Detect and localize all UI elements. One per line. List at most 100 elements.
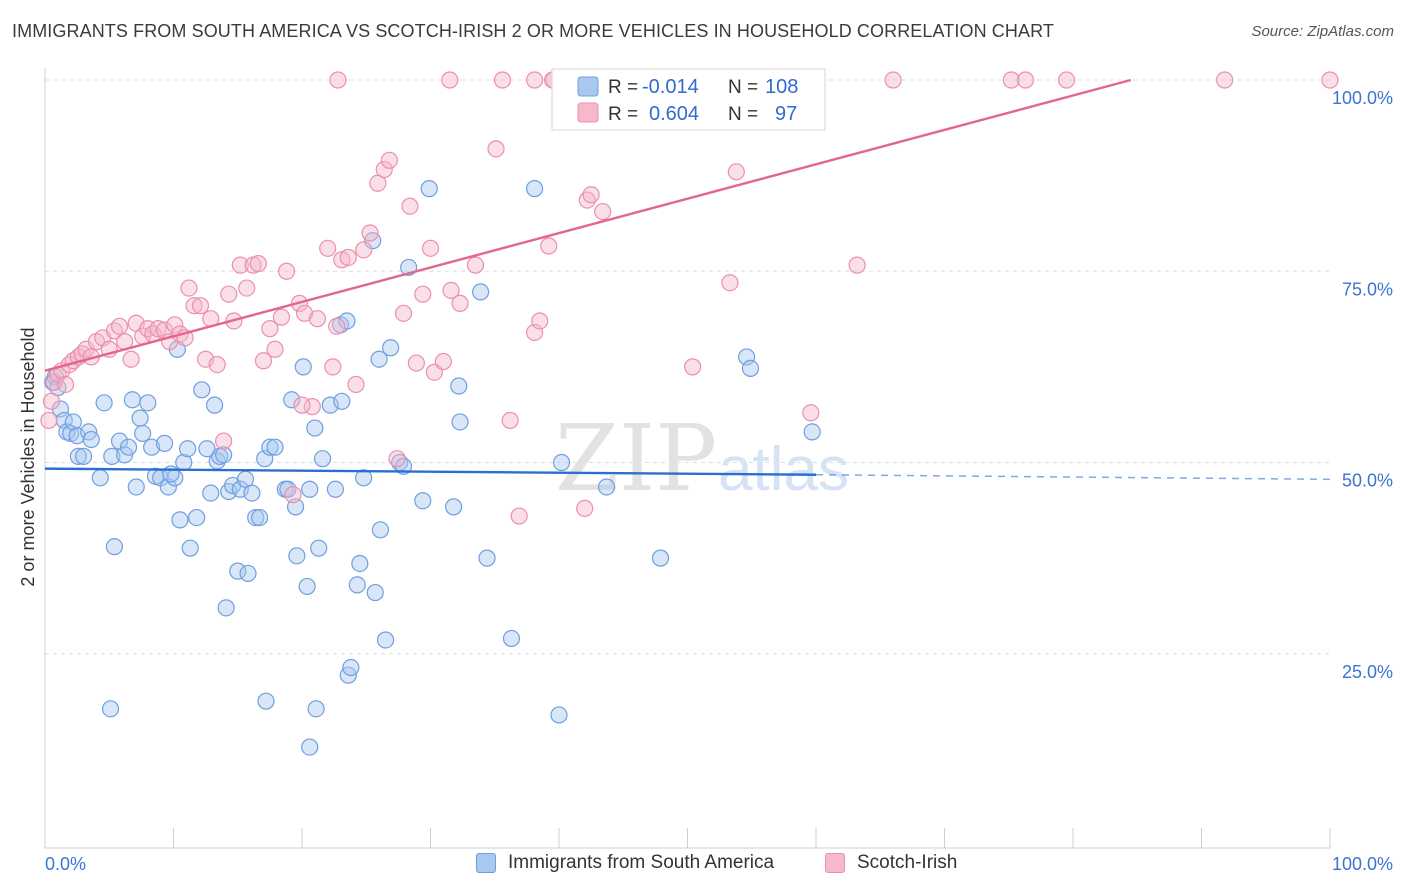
point-scotch-irish-94 xyxy=(1057,71,1076,89)
point-scotch-irish-104 xyxy=(293,396,311,414)
point-immigrants-91 xyxy=(472,283,490,301)
point-immigrants-96 xyxy=(552,453,571,472)
point-immigrants-100 xyxy=(741,359,760,378)
point-scotch-irish-97 xyxy=(329,71,347,89)
legend-item-immigrants[interactable]: Immigrants from South America xyxy=(476,852,774,874)
legend-label-scotch-irish: Scotch-Irish xyxy=(857,852,958,873)
point-scotch-irish-47 xyxy=(284,486,302,504)
legend-top: R = -0.014 N = 108 R = 0.604 N = 97 xyxy=(551,68,826,131)
point-scotch-irish-86 xyxy=(721,274,739,292)
point-immigrants-37 xyxy=(193,381,211,399)
y-tick-label-0: 25.0% xyxy=(1342,662,1393,682)
point-scotch-irish-59 xyxy=(361,224,379,242)
trend-line-immigrants xyxy=(44,467,817,476)
point-immigrants-36 xyxy=(188,508,206,527)
point-scotch-irish-96 xyxy=(1321,71,1339,89)
point-immigrants-53 xyxy=(250,508,269,527)
y-tick-label-2: 75.0% xyxy=(1342,279,1393,299)
point-scotch-irish-95 xyxy=(1216,71,1234,89)
x-tick-label-0: 0.0% xyxy=(45,854,86,874)
point-immigrants-107 xyxy=(162,465,180,483)
point-scotch-irish-98 xyxy=(441,71,459,89)
point-scotch-irish-31 xyxy=(191,297,210,315)
point-immigrants-104 xyxy=(257,692,275,710)
point-scotch-irish-82 xyxy=(594,202,612,221)
point-scotch-irish-72 xyxy=(466,256,485,274)
legend-r-value-blue: -0.014 xyxy=(642,76,699,98)
point-scotch-irish-39 xyxy=(238,279,256,297)
source-credit: Source: ZipAtlas.com xyxy=(1251,23,1394,40)
point-immigrants-90 xyxy=(451,413,469,431)
legend-r-value-pink: 0.604 xyxy=(649,103,699,125)
legend-r-label-blue: R = xyxy=(608,77,638,98)
point-immigrants-43 xyxy=(215,446,233,464)
point-scotch-irish-87 xyxy=(727,163,745,181)
point-scotch-irish-35 xyxy=(215,432,233,450)
point-immigrants-7 xyxy=(64,413,82,431)
point-scotch-irish-85 xyxy=(684,358,702,376)
point-immigrants-51 xyxy=(243,484,261,502)
point-immigrants-22 xyxy=(131,409,149,427)
point-immigrants-56 xyxy=(266,438,284,456)
point-immigrants-52 xyxy=(247,508,265,527)
point-immigrants-93 xyxy=(502,629,521,648)
point-scotch-irish-106 xyxy=(576,499,594,517)
point-immigrants-103 xyxy=(307,700,325,718)
point-scotch-irish-73 xyxy=(487,140,505,158)
point-scotch-irish-54 xyxy=(328,317,346,335)
point-immigrants-89 xyxy=(450,377,468,395)
point-immigrants-92 xyxy=(478,549,496,567)
point-immigrants-28 xyxy=(155,434,174,452)
point-immigrants-102 xyxy=(301,738,319,756)
point-immigrants-105 xyxy=(101,700,120,718)
legend-item-scotch-irish[interactable]: Scotch-Irish xyxy=(825,852,957,874)
point-immigrants-34 xyxy=(179,440,197,458)
point-immigrants-74 xyxy=(342,658,360,677)
watermark-atlas: atlas xyxy=(718,435,849,504)
point-immigrants-59 xyxy=(283,391,301,409)
point-scotch-irish-42 xyxy=(254,352,273,370)
point-immigrants-66 xyxy=(310,539,328,557)
point-scotch-irish-34 xyxy=(208,355,226,374)
point-immigrants-14 xyxy=(95,394,113,412)
point-immigrants-50 xyxy=(239,564,257,583)
point-scotch-irish-56 xyxy=(339,248,357,267)
point-scotch-irish-99 xyxy=(493,71,512,89)
legend-swatch-immigrants xyxy=(476,853,496,873)
point-scotch-irish-1 xyxy=(42,392,61,410)
legend-n-value-pink: 97 xyxy=(775,103,797,125)
point-scotch-irish-38 xyxy=(231,256,249,274)
point-immigrants-21 xyxy=(127,478,145,496)
point-immigrants-9 xyxy=(69,447,88,465)
point-immigrants-75 xyxy=(348,576,366,594)
point-immigrants-29 xyxy=(159,478,177,496)
point-immigrants-65 xyxy=(306,419,324,437)
point-immigrants-72 xyxy=(338,312,356,330)
point-immigrants-101 xyxy=(803,423,821,441)
point-scotch-irish-15 xyxy=(105,322,123,340)
point-immigrants-25 xyxy=(143,438,161,456)
point-scotch-irish-43 xyxy=(261,320,279,338)
point-immigrants-55 xyxy=(261,438,279,456)
point-scotch-irish-30 xyxy=(185,297,203,315)
point-immigrants-10 xyxy=(74,447,93,465)
point-scotch-irish-91 xyxy=(884,71,902,89)
point-scotch-irish-67 xyxy=(414,285,432,303)
legend-top-swatch-blue xyxy=(577,76,599,97)
point-immigrants-19 xyxy=(119,438,138,456)
point-scotch-irish-45 xyxy=(272,308,291,326)
watermark: ZIP atlas xyxy=(555,405,849,512)
point-immigrants-20 xyxy=(123,391,141,409)
legend-r-label-pink: R = xyxy=(608,104,638,125)
point-immigrants-47 xyxy=(229,562,247,580)
point-scotch-irish-100 xyxy=(525,71,544,89)
point-scotch-irish-93 xyxy=(1016,71,1035,89)
point-immigrants-35 xyxy=(181,539,199,557)
point-scotch-irish-81 xyxy=(582,186,600,204)
legend-top-swatch-pink xyxy=(577,102,599,123)
point-scotch-irish-65 xyxy=(401,197,419,215)
point-immigrants-79 xyxy=(366,583,384,602)
point-immigrants-44 xyxy=(217,599,235,617)
legend-swatch-scotch-irish xyxy=(825,853,845,873)
point-immigrants-12 xyxy=(82,430,100,449)
